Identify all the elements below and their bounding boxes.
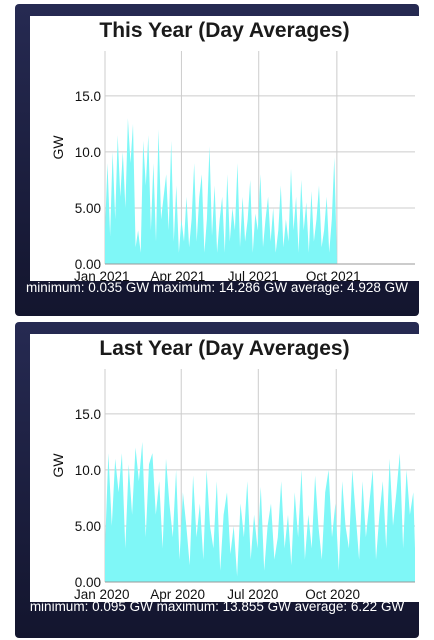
y-tick-label: 10.0	[75, 463, 101, 478]
y-tick-label: 0.00	[75, 575, 101, 590]
x-tick-label: Jan 2020	[74, 587, 130, 602]
y-tick-label: 5.00	[75, 519, 101, 534]
x-tick-label: Apr 2021	[150, 269, 205, 281]
area-series	[105, 118, 337, 264]
x-tick-label: Jul 2020	[227, 587, 278, 602]
stats-text: minimum: 0.095 GW maximum: 13.855 GW ave…	[29, 599, 405, 614]
y-axis-label: GW	[50, 135, 66, 160]
area-chart-last-year: 0.00 5.00 10.0 15.0 GW Jan 2020 Apr 2020 Jul 20…	[50, 369, 415, 602]
area-chart-this-year: 0.00 5.00 10.0 15.0 GW Jan 2021 Apr 2021 Jul 20…	[50, 51, 415, 281]
y-tick-label: 15.0	[75, 407, 101, 422]
y-tick-label: 5.00	[75, 201, 101, 216]
chart-panel-this-year: This Year (Day Averages) 0.00 5.00 10.0 15.…	[15, 4, 419, 316]
stats-text: minimum: 0.035 GW maximum: 14.286 GW ave…	[26, 280, 408, 295]
chart-card: This Year (Day Averages) 0.00 5.00 10.0 15.…	[30, 16, 419, 281]
x-tick-label: Jan 2021	[74, 269, 130, 281]
y-tick-label: 0.00	[75, 257, 101, 272]
x-tick-label: Oct 2021	[306, 269, 361, 281]
chart-title: This Year (Day Averages)	[99, 19, 350, 42]
chart-card: Last Year (Day Averages) 0.00 5.00 10.0 15.…	[30, 334, 419, 602]
y-tick-label: 10.0	[75, 145, 101, 160]
chart-panel-last-year: Last Year (Day Averages) 0.00 5.00 10.0 15.…	[15, 322, 419, 638]
x-tick-label: Jul 2021	[228, 269, 279, 281]
y-tick-label: 15.0	[75, 89, 101, 104]
y-axis-label: GW	[50, 453, 66, 478]
area-series	[105, 441, 415, 582]
chart-title: Last Year (Day Averages)	[99, 337, 350, 360]
x-tick-label: Oct 2020	[305, 587, 360, 602]
x-tick-label: Apr 2020	[150, 587, 205, 602]
